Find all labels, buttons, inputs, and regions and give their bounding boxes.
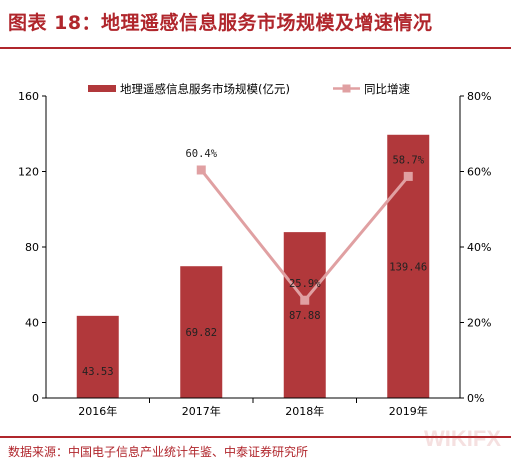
title-divider bbox=[0, 47, 511, 49]
bar-2016年 bbox=[76, 315, 119, 398]
data-labels-layer: 60.4% 25.9% 58.7% 43.53 69.82 87.88 139.46 bbox=[82, 148, 427, 378]
combo-chart: 地理遥感信息服务市场规模(亿元) 同比增速 0 40 80 120 160 0% 20% 40… bbox=[18, 82, 491, 418]
y-left-tick-label: 160 bbox=[18, 90, 39, 103]
bar-2017年 bbox=[180, 266, 223, 398]
bar-data-label: 43.53 bbox=[82, 366, 114, 378]
growth-line-layer bbox=[196, 165, 413, 305]
footer-divider bbox=[0, 436, 511, 438]
x-tick-label: 2016年 bbox=[78, 404, 117, 418]
growth-data-label: 25.9% bbox=[289, 278, 321, 290]
growth-marker-2018年 bbox=[300, 295, 310, 305]
y-right-tick-label: 80% bbox=[467, 90, 491, 103]
legend-label-line: 同比增速 bbox=[364, 82, 410, 96]
y-left-tick-label: 120 bbox=[18, 166, 39, 179]
axes-layer: 0 40 80 120 160 0% 20% 40% 60% 80% 2016年 2017年 2018年… bbox=[18, 90, 491, 418]
growth-data-label: 60.4% bbox=[185, 148, 217, 160]
legend-label-bar: 地理遥感信息服务市场规模(亿元) bbox=[120, 82, 290, 96]
watermark-logo: WIKIFX bbox=[424, 426, 501, 451]
figure-title: 图表 18：地理遥感信息服务市场规模及增速情况 bbox=[8, 12, 433, 34]
bar-data-label: 69.82 bbox=[185, 327, 217, 339]
bars-layer bbox=[76, 134, 430, 398]
growth-marker-2019年 bbox=[403, 171, 413, 181]
y-right-tick-label: 20% bbox=[467, 317, 491, 330]
bar-2018年 bbox=[283, 232, 326, 398]
legend-swatch-bar bbox=[88, 85, 116, 92]
x-tick-label: 2018年 bbox=[285, 404, 324, 418]
growth-marker-2017年 bbox=[196, 165, 206, 175]
y-left-tick-label: 80 bbox=[25, 241, 39, 254]
x-tick-label: 2019年 bbox=[389, 404, 428, 418]
y-right-tick-label: 0% bbox=[467, 392, 484, 405]
source-note: 数据来源：中国电子信息产业统计年鉴、中泰证券研究所 bbox=[8, 445, 309, 459]
bar-data-label: 87.88 bbox=[289, 310, 321, 322]
y-right-tick-label: 60% bbox=[467, 166, 491, 179]
y-right-tick-label: 40% bbox=[467, 241, 491, 254]
y-left-tick-label: 40 bbox=[25, 317, 39, 330]
y-left-tick-label: 0 bbox=[32, 392, 39, 405]
growth-data-label: 58.7% bbox=[392, 154, 424, 166]
legend-swatch-marker bbox=[342, 84, 351, 93]
x-tick-label: 2017年 bbox=[182, 404, 221, 418]
chart-legend: 地理遥感信息服务市场规模(亿元) 同比增速 bbox=[88, 82, 410, 96]
bar-data-label: 139.46 bbox=[389, 261, 427, 273]
